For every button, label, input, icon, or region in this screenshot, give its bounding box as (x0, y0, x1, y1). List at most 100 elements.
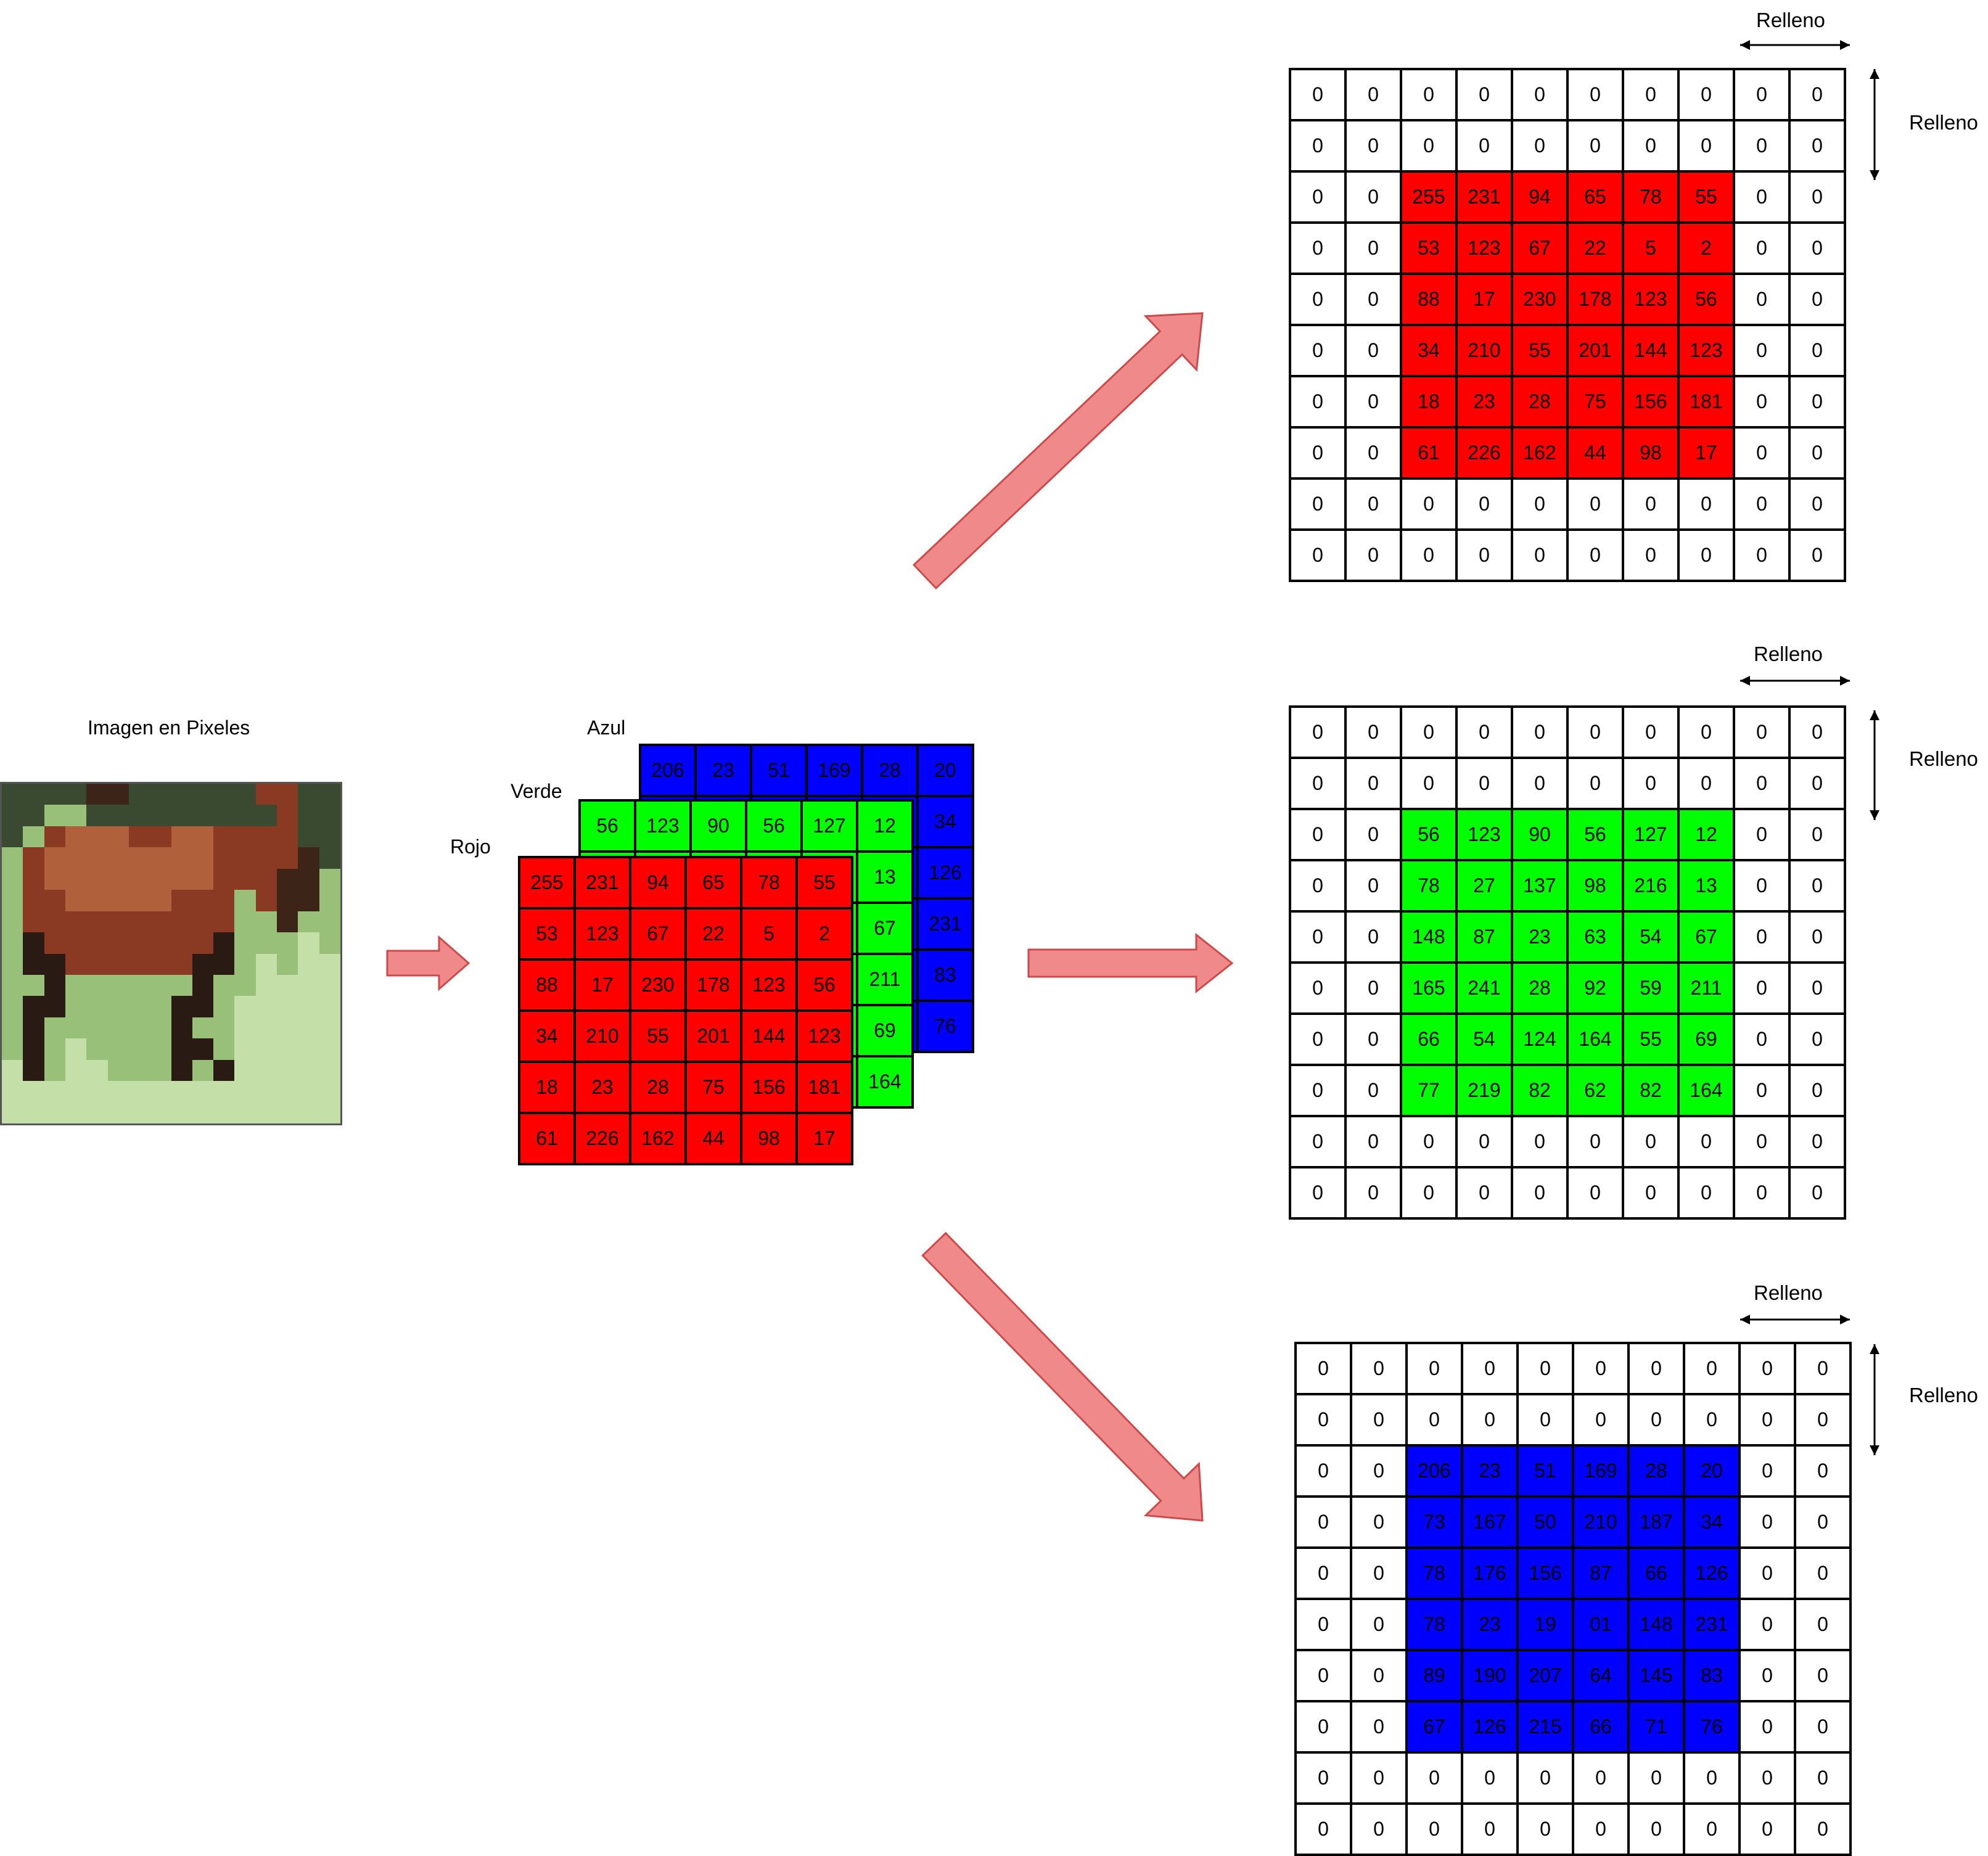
image-pixel (319, 953, 340, 975)
image-pixel (298, 932, 319, 954)
image-pixel (2, 805, 23, 826)
stack-cell-red: 144 (740, 1009, 798, 1063)
image-pixel (192, 974, 214, 996)
image-pixel (298, 974, 319, 996)
image-pixel (213, 1038, 235, 1060)
image-pixel (107, 932, 129, 954)
stack-cell-blue: 83 (916, 948, 974, 1002)
image-pixel (213, 847, 235, 869)
padding-cell: 0 (1788, 426, 1846, 480)
padding-cell: 0 (1794, 1700, 1852, 1754)
padding-label-top-vertical: Relleno (1909, 111, 1978, 134)
stack-cell-blue: 28 (861, 744, 919, 797)
padding-cell: 0 (1733, 910, 1791, 964)
padding-cell: 0 (1677, 528, 1735, 582)
image-pixel (107, 805, 129, 826)
green-channel-label: Verde (511, 780, 562, 802)
padding-cell: 0 (1788, 910, 1846, 964)
stack-cell-blue: 231 (916, 897, 974, 951)
image-pixel (23, 826, 44, 848)
image-pixel (86, 996, 108, 1017)
image-pixel (44, 911, 65, 933)
padding-cell: 0 (1294, 1546, 1352, 1600)
image-pixel (319, 911, 340, 933)
padded-cell-green: 164 (1566, 1012, 1624, 1066)
image-pixel (128, 974, 150, 996)
padded-cell-red: 75 (1566, 375, 1624, 429)
stack-cell-red: 17 (795, 1112, 853, 1165)
padded-cell-blue: 28 (1627, 1444, 1685, 1498)
image-pixel (319, 890, 340, 911)
image-pixel (192, 890, 214, 911)
padding-cell: 0 (1627, 1342, 1685, 1395)
padded-cell-green: 55 (1622, 1012, 1680, 1066)
padding-cell: 0 (1405, 1393, 1463, 1447)
image-pixel (213, 974, 235, 996)
image-pixel (44, 1038, 65, 1060)
image-pixel (2, 1059, 23, 1082)
image-pixel (277, 1017, 298, 1039)
padding-cell: 0 (1344, 1064, 1402, 1117)
padded-cell-red: 61 (1400, 426, 1458, 480)
image-pixel (171, 868, 192, 890)
image-pixel (298, 1081, 319, 1103)
padding-cell: 0 (1788, 273, 1846, 326)
padded-cell-green: 62 (1566, 1064, 1624, 1117)
padding-cell: 0 (1289, 910, 1347, 964)
padding-cell: 0 (1733, 375, 1791, 429)
padded-cell-red: 144 (1622, 324, 1680, 377)
padded-cell-red: 18 (1400, 375, 1458, 429)
image-pixel (65, 996, 87, 1017)
padded-cell-blue: 76 (1683, 1700, 1741, 1754)
stack-cell-blue: 23 (694, 744, 752, 797)
image-pixel (2, 826, 23, 848)
image-pixel (171, 953, 192, 975)
padding-cell: 0 (1511, 705, 1569, 759)
image-pixel (277, 847, 298, 869)
image-pixel (23, 805, 44, 826)
image-pixel (255, 784, 277, 805)
padding-cell: 0 (1294, 1444, 1352, 1498)
image-pixel (65, 784, 87, 805)
image-pixel (44, 826, 65, 848)
padding-cell: 0 (1788, 859, 1846, 913)
image-pixel (44, 996, 65, 1017)
padding-cell: 0 (1733, 1064, 1791, 1117)
padding-cell: 0 (1511, 68, 1569, 121)
image-pixel (107, 826, 129, 848)
padding-cell: 0 (1344, 324, 1402, 377)
image-pixel (255, 1102, 277, 1123)
padded-cell-red: 34 (1400, 324, 1458, 377)
padding-cell: 0 (1733, 324, 1791, 377)
padding-cell: 0 (1400, 528, 1458, 582)
padding-cell: 0 (1622, 119, 1680, 173)
padding-cell: 0 (1455, 705, 1513, 759)
padding-cell: 0 (1400, 119, 1458, 173)
stack-cell-red: 201 (684, 1009, 742, 1063)
image-pixel (44, 890, 65, 911)
padding-cell: 0 (1794, 1802, 1852, 1856)
padding-cell: 0 (1738, 1751, 1796, 1805)
padded-cell-red: 201 (1566, 324, 1624, 377)
padded-cell-green: 137 (1511, 859, 1569, 913)
padded-cell-red: 178 (1566, 273, 1624, 326)
image-pixel (298, 1038, 319, 1060)
stack-cell-green: 164 (856, 1055, 914, 1109)
padding-cell: 0 (1455, 1166, 1513, 1220)
image-pixel (2, 974, 23, 996)
pixelated-horse-image (0, 782, 342, 1125)
padding-cell: 0 (1733, 273, 1791, 326)
padded-cell-red: 231 (1455, 170, 1513, 224)
image-pixel (277, 1102, 298, 1123)
image-pixel (192, 953, 214, 975)
padding-cell: 0 (1627, 1393, 1685, 1447)
padded-cell-blue: 210 (1572, 1495, 1630, 1549)
image-pixel (150, 1059, 171, 1082)
stack-cell-red: 28 (629, 1061, 687, 1114)
padded-cell-blue: 215 (1516, 1700, 1574, 1754)
padded-cell-green: 13 (1677, 859, 1735, 913)
image-pixel (65, 868, 87, 890)
padding-cell: 0 (1350, 1751, 1408, 1805)
padded-cell-blue: 176 (1461, 1546, 1519, 1600)
padding-cell: 0 (1794, 1598, 1852, 1651)
